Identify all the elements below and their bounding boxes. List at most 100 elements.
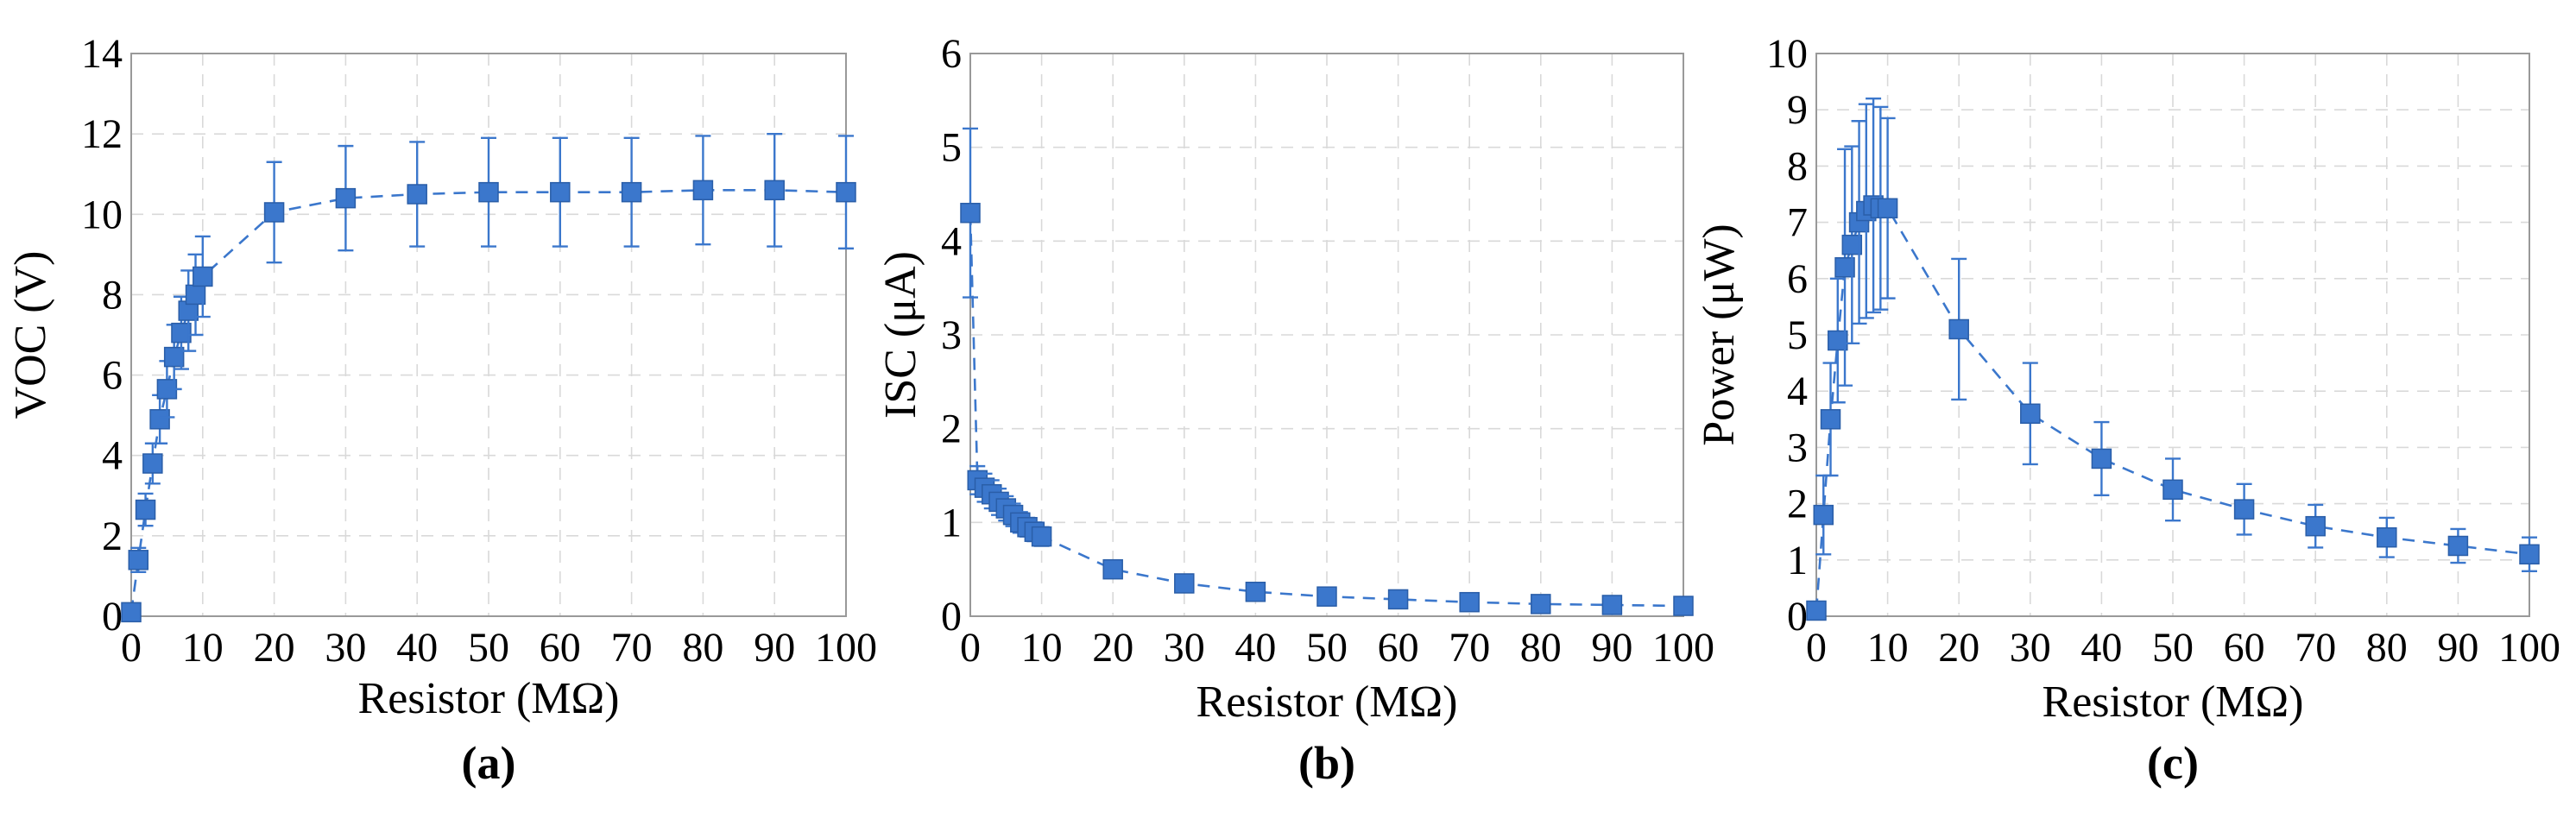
y-tick-label: 3: [1787, 425, 1808, 470]
x-tick-label: 60: [2224, 625, 2265, 671]
data-point: [193, 266, 213, 287]
data-point: [2519, 544, 2540, 565]
x-tick-label: 70: [611, 625, 653, 671]
data-point: [764, 180, 785, 201]
panel-c: 0 10 20 30 40 50 60 70 80 90 100 0 1 2 3 4 5 6 7 8 9 10 Resist…: [1695, 31, 2560, 789]
data-point: [1834, 257, 1855, 278]
y-tick-label: 2: [1787, 482, 1808, 527]
x-tick-label: 60: [1378, 625, 1419, 671]
x-tick-label: 0: [1806, 625, 1827, 671]
x-tick-label: 80: [1520, 625, 1562, 671]
y-tick-label: 6: [102, 353, 123, 399]
data-point: [1102, 558, 1123, 580]
data-point: [1245, 581, 1266, 602]
plot-frame: [969, 53, 1684, 617]
x-tick-label: 100: [815, 625, 877, 671]
x-axis-label: Resistor (MΩ): [358, 674, 620, 723]
data-point: [1813, 504, 1834, 526]
data-point: [128, 550, 149, 570]
x-axis-label: Resistor (MΩ): [2042, 678, 2304, 727]
panel-label: (b): [1298, 737, 1355, 789]
x-tick-label: 0: [960, 625, 981, 671]
data-point: [407, 184, 427, 205]
x-tick-label: 80: [2366, 625, 2408, 671]
data-point: [1316, 586, 1337, 607]
data-point: [1174, 573, 1195, 594]
x-tick-label: 40: [1234, 625, 1276, 671]
data-point: [1601, 595, 1623, 615]
data-point: [2162, 479, 2183, 501]
y-axis-label: VOC (V): [6, 251, 55, 419]
y-tick-label: 10: [81, 192, 123, 237]
y-tick-label: 4: [1787, 369, 1808, 414]
x-axis-label: Resistor (MΩ): [1196, 678, 1458, 727]
y-tick-label: 4: [102, 433, 123, 479]
y-tick-label: 1: [1787, 538, 1808, 583]
y-axis-label: ISC (μA): [876, 251, 925, 419]
data-point: [836, 181, 856, 203]
x-tick-label: 90: [1591, 625, 1632, 671]
data-point: [263, 202, 285, 223]
data-point: [2020, 403, 2041, 425]
data-point: [135, 499, 156, 520]
y-tick-label: 8: [1787, 143, 1808, 189]
data-point: [1828, 330, 1848, 351]
x-tick-label: 70: [1449, 625, 1490, 671]
x-tick-label: 40: [2080, 625, 2122, 671]
y-tick-label: 5: [941, 125, 962, 171]
x-tick-label: 10: [1021, 625, 1063, 671]
data-point: [121, 602, 142, 623]
y-tick-label: 5: [1787, 312, 1808, 358]
x-tick-label: 60: [540, 625, 581, 671]
x-tick-label: 20: [1938, 625, 1979, 671]
data-point: [960, 202, 981, 224]
data-point: [1820, 409, 1841, 430]
x-tick-label: 90: [2437, 625, 2478, 671]
x-tick-label: 20: [1092, 625, 1133, 671]
x-tick-label: 30: [2010, 625, 2051, 671]
y-tick-label: 7: [1787, 200, 1808, 246]
x-tick-label: 90: [754, 625, 795, 671]
y-tick-label: 2: [102, 514, 123, 559]
data-point: [1841, 234, 1863, 255]
y-tick-label: 6: [1787, 256, 1808, 302]
data-point: [478, 181, 499, 203]
panel-label: (c): [2147, 737, 2199, 789]
data-point: [621, 181, 642, 203]
y-tick-label: 8: [102, 272, 123, 318]
panel-b: 0 10 20 30 40 50 60 70 80 90 100 0 1 2 3 4 5 6 Resistor (M…: [876, 31, 1714, 789]
y-tick-label: 2: [941, 406, 962, 452]
data-point: [335, 187, 357, 209]
x-tick-label: 50: [1306, 625, 1348, 671]
y-tick-label: 9: [1787, 87, 1808, 133]
data-point: [2447, 535, 2469, 557]
data-point: [1673, 596, 1694, 616]
data-point: [1031, 526, 1052, 547]
panel-label: (a): [462, 737, 516, 789]
y-tick-label: 0: [1787, 594, 1808, 640]
x-tick-label: 20: [254, 625, 295, 671]
y-tick-label: 12: [81, 111, 123, 157]
data-point: [1877, 198, 1898, 219]
x-tick-label: 50: [468, 625, 509, 671]
series-line: [129, 189, 847, 613]
plot-frame: [1815, 53, 2530, 617]
y-axis-label: Power (μW): [1695, 224, 1744, 445]
panel-a: 0 10 20 30 40 50 60 70 80 90 100 0 2 4 6 8 10 12 14 Resisto…: [6, 31, 877, 789]
y-tick-label: 10: [1766, 31, 1808, 77]
data-point: [550, 181, 571, 203]
data-point: [1531, 594, 1551, 614]
y-tick-label: 1: [941, 500, 962, 545]
data-point: [2233, 499, 2255, 520]
x-tick-label: 80: [682, 625, 723, 671]
x-tick-label: 0: [121, 625, 142, 671]
x-tick-label: 100: [1652, 625, 1714, 671]
data-point: [1806, 600, 1827, 621]
data-point: [692, 180, 714, 201]
data-point: [163, 346, 185, 368]
series-line: [969, 212, 1684, 608]
x-tick-label: 30: [325, 625, 366, 671]
data-point: [1459, 591, 1480, 613]
y-tick-label: 14: [81, 31, 123, 77]
